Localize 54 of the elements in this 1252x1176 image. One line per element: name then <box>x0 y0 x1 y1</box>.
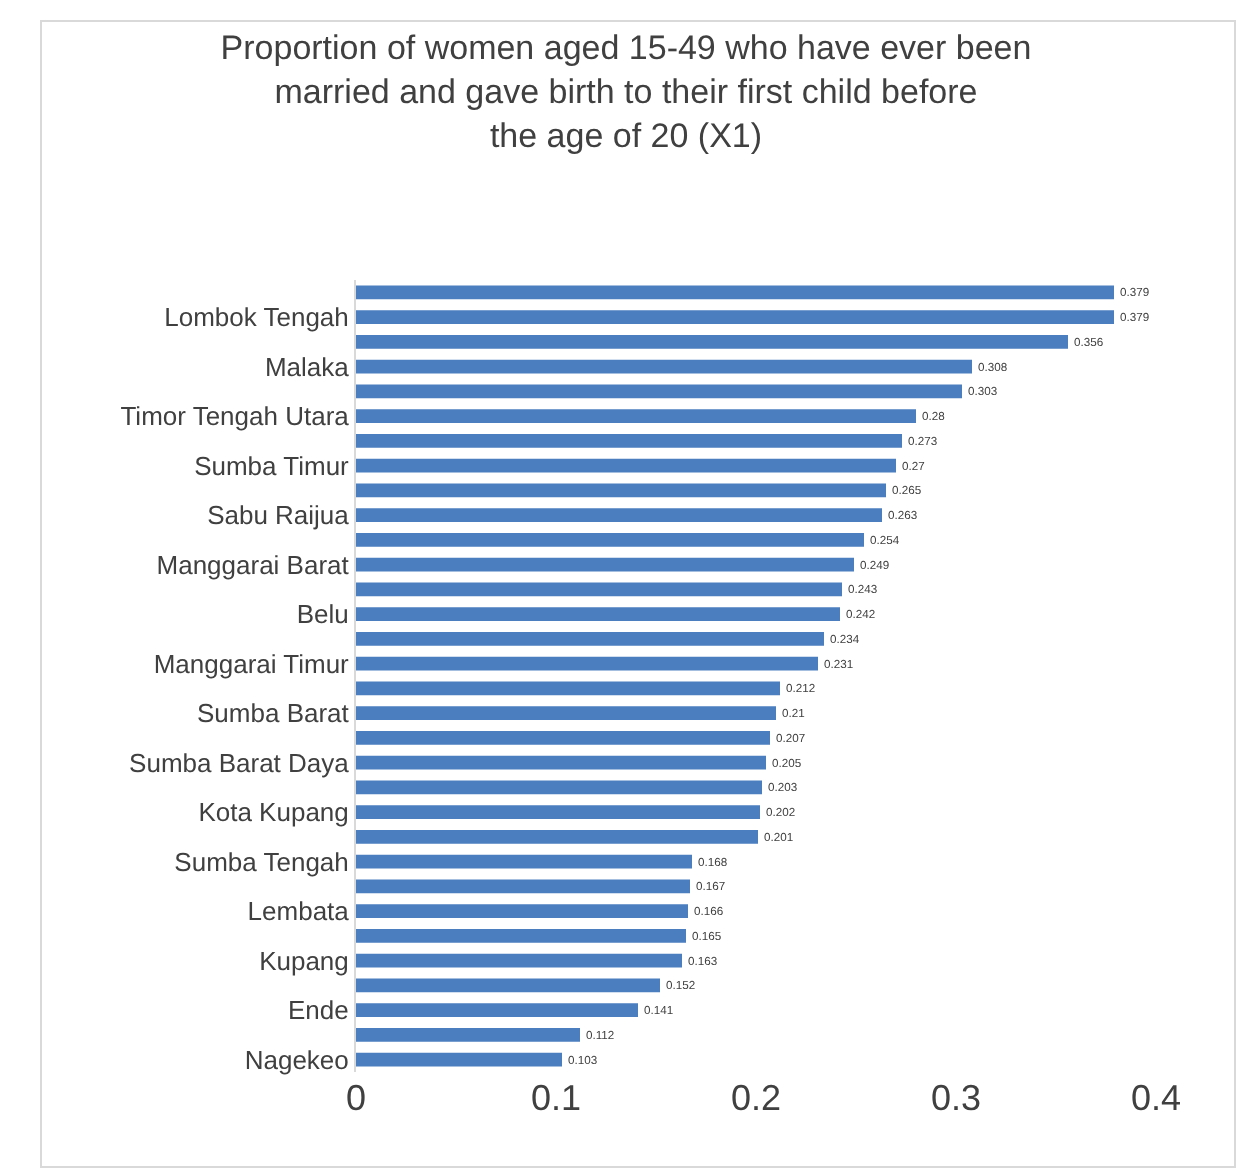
y-tick-label: Sumba Tengah <box>174 846 349 877</box>
bar <box>356 458 896 473</box>
bar <box>356 681 780 696</box>
bar <box>356 384 962 399</box>
y-tick-label: Sumba Barat Daya <box>129 747 351 778</box>
chart-title: Proportion of women aged 15-49 who have ever been married and gave birth to their first child before the age of 20 (X1) <box>220 28 1032 156</box>
bar <box>356 508 882 522</box>
bar <box>356 335 1068 349</box>
bar <box>356 978 660 993</box>
bar <box>356 854 692 869</box>
bar <box>356 632 824 646</box>
bar <box>356 1052 562 1067</box>
bar <box>356 755 766 770</box>
x-tick-label: 0.2 <box>730 1078 782 1118</box>
x-tick-label: 0.1 <box>530 1078 582 1118</box>
bar <box>356 904 688 918</box>
y-tick-label: Nagekeo <box>244 1044 349 1075</box>
x-tick-label: 0.4 <box>1130 1078 1182 1118</box>
y-tick-label: Lombok Tengah <box>164 302 349 333</box>
bar <box>356 557 854 572</box>
bar <box>356 953 682 968</box>
y-tick-label: Belu <box>296 599 349 630</box>
y-tick-label: Kota Kupang <box>198 797 349 828</box>
y-tick-label: Kupang <box>259 945 349 976</box>
y-tick-label: Manggarai Timur <box>153 648 351 679</box>
y-tick-label: Sabu Raijua <box>207 500 351 531</box>
bar <box>356 780 762 795</box>
y-tick-label: Timor Tengah Utara <box>120 401 351 432</box>
bar <box>356 830 758 844</box>
bar <box>356 879 690 894</box>
bar <box>356 434 902 448</box>
y-tick-label: Ende <box>288 995 349 1026</box>
y-tick-label: Manggarai Barat <box>156 549 350 580</box>
bar <box>356 706 776 720</box>
y-tick-label: Sumba Barat <box>197 698 350 729</box>
bar <box>356 805 760 819</box>
bar <box>356 409 916 423</box>
x-tick-label: 0.3 <box>930 1078 982 1118</box>
bar <box>356 483 886 498</box>
x-tick-label: 0 <box>345 1078 367 1118</box>
bar <box>356 533 864 547</box>
bar <box>356 656 818 671</box>
bar <box>356 582 842 597</box>
bar <box>356 731 770 745</box>
bar <box>356 1003 638 1017</box>
y-tick-label: Lembata <box>247 896 351 927</box>
y-tick-label: Malaka <box>264 351 351 382</box>
bar <box>356 310 1114 324</box>
bar <box>356 1028 580 1042</box>
bar <box>356 607 840 621</box>
bar <box>356 929 686 943</box>
y-tick-label: Sumba Timur <box>194 450 351 481</box>
bar <box>356 285 1114 300</box>
bar <box>356 359 972 374</box>
